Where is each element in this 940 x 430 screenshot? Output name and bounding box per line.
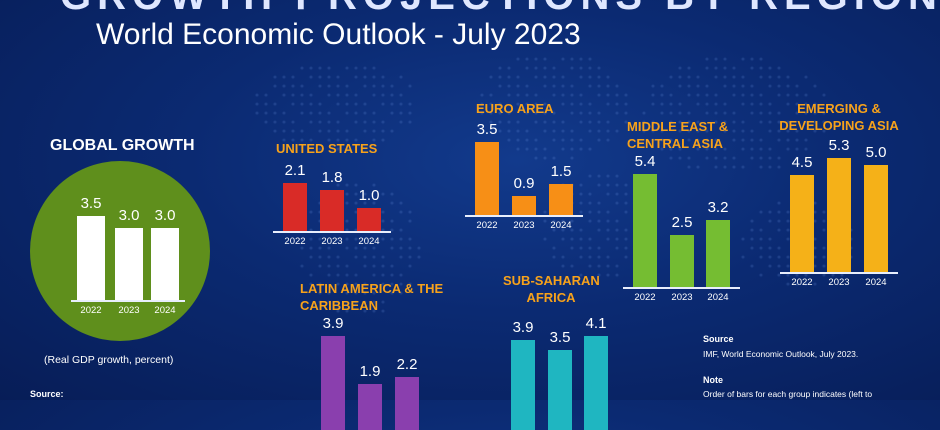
us-bar-2024 <box>357 208 381 231</box>
units-note: (Real GDP growth, percent) <box>44 354 173 366</box>
asia-value-label-2022: 4.5 <box>782 154 822 171</box>
euro-year-label-2024: 2024 <box>541 220 581 231</box>
mideast-year-label-2023: 2023 <box>662 292 702 303</box>
latam-value-label-2023: 1.9 <box>350 363 390 380</box>
euro-value-label-2023: 0.9 <box>504 175 544 192</box>
euro-bar-2024 <box>549 184 573 216</box>
mideast-bar-2024 <box>706 220 730 287</box>
asia-bar-2022 <box>790 175 814 272</box>
mideast-bar-2022 <box>633 174 657 287</box>
global-year-label-2023: 2023 <box>109 305 149 316</box>
ssa-value-label-2023: 3.5 <box>540 329 580 346</box>
asia-year-label-2022: 2022 <box>782 277 822 288</box>
latam-bar-2022 <box>321 336 345 430</box>
asia-year-label-2023: 2023 <box>819 277 859 288</box>
global-bar-2022 <box>77 216 105 300</box>
latam-bar-2023 <box>358 384 382 430</box>
mideast-value-label-2023: 2.5 <box>662 214 702 231</box>
latam-value-label-2022: 3.9 <box>313 315 353 332</box>
asia-value-label-2024: 5.0 <box>856 144 896 161</box>
mideast-value-label-2022: 5.4 <box>625 153 665 170</box>
mideast-chart-title: MIDDLE EAST &CENTRAL ASIA <box>627 118 728 152</box>
us-value-label-2022: 2.1 <box>275 162 315 179</box>
ssa-bar-2023 <box>548 350 572 430</box>
asia-year-label-2024: 2024 <box>856 277 896 288</box>
ssa-value-label-2024: 4.1 <box>576 315 616 332</box>
us-bar-2023 <box>320 190 344 231</box>
euro-bar-2022 <box>475 142 499 216</box>
global-bar-2023 <box>115 228 143 300</box>
euro-year-label-2022: 2022 <box>467 220 507 231</box>
mideast-value-label-2024: 3.2 <box>698 199 738 216</box>
mideast-year-label-2024: 2024 <box>698 292 738 303</box>
euro-year-label-2023: 2023 <box>504 220 544 231</box>
page-subtitle: World Economic Outlook - July 2023 <box>96 18 581 52</box>
global-value-label-2022: 3.5 <box>71 195 111 212</box>
asia-bar-2024 <box>864 165 888 273</box>
euro-baseline <box>465 215 583 217</box>
ssa-bar-2024 <box>584 336 608 430</box>
global-value-label-2023: 3.0 <box>109 207 149 224</box>
global-baseline <box>71 300 185 302</box>
asia-chart-title: EMERGING &DEVELOPING ASIA <box>774 100 904 134</box>
mideast-year-label-2022: 2022 <box>625 292 665 303</box>
euro-bar-2023 <box>512 196 536 215</box>
us-value-label-2024: 1.0 <box>349 187 389 204</box>
source-title: Source <box>703 334 734 344</box>
global-growth-title: GLOBAL GROWTH <box>50 137 195 155</box>
mideast-baseline <box>623 287 740 289</box>
ssa-value-label-2022: 3.9 <box>503 319 543 336</box>
asia-baseline <box>780 272 898 274</box>
source-text: IMF, World Economic Outlook, July 2023. <box>703 349 858 359</box>
us-chart-title: UNITED STATES <box>276 140 377 157</box>
source-label-left: Source: <box>30 389 64 399</box>
latam-value-label-2024: 2.2 <box>387 356 427 373</box>
us-value-label-2023: 1.8 <box>312 169 352 186</box>
global-year-label-2022: 2022 <box>71 305 111 316</box>
us-baseline <box>273 231 391 233</box>
latam-bar-2024 <box>395 377 419 430</box>
us-year-label-2022: 2022 <box>275 236 315 247</box>
ssa-bar-2022 <box>511 340 535 430</box>
global-value-label-2024: 3.0 <box>145 207 185 224</box>
page-title: GROWTH PROJECTIONS BY REGION <box>60 0 940 19</box>
mideast-bar-2023 <box>670 235 694 288</box>
asia-bar-2023 <box>827 158 851 272</box>
global-bar-2024 <box>151 228 179 300</box>
us-bar-2022 <box>283 183 307 231</box>
us-year-label-2024: 2024 <box>349 236 389 247</box>
euro-value-label-2024: 1.5 <box>541 163 581 180</box>
note-text: Order of bars for each group indicates (… <box>703 389 872 399</box>
asia-value-label-2023: 5.3 <box>819 137 859 154</box>
note-title: Note <box>703 375 723 385</box>
global-year-label-2024: 2024 <box>145 305 185 316</box>
euro-chart-title: EURO AREA <box>476 100 554 117</box>
euro-value-label-2022: 3.5 <box>467 121 507 138</box>
us-year-label-2023: 2023 <box>312 236 352 247</box>
